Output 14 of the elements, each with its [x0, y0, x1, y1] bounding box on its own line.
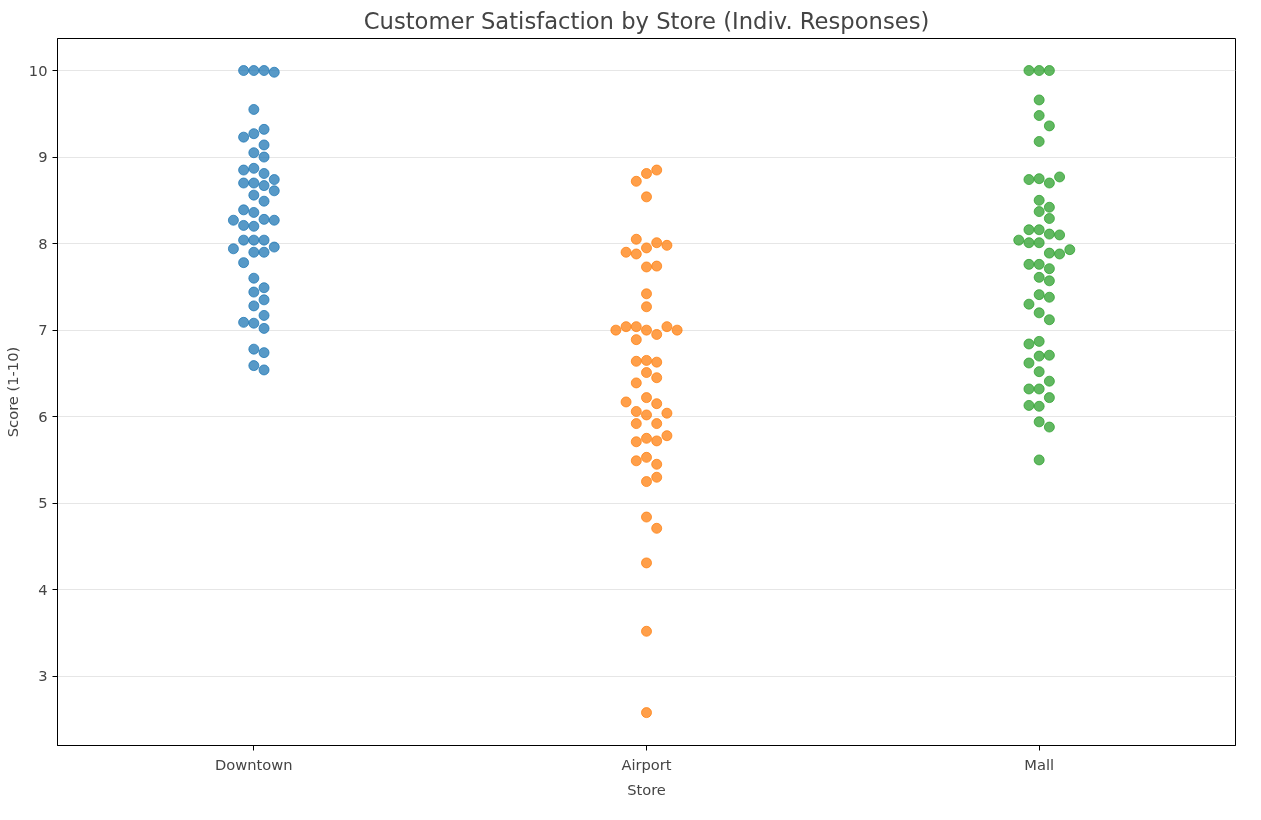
x-tick-label: Mall: [1024, 755, 1055, 773]
y-tick-label: 3: [38, 667, 48, 685]
y-tick-label: 5: [38, 494, 48, 512]
y-tick-label: 10: [28, 61, 48, 79]
y-tick-label: 6: [38, 407, 48, 425]
y-tick-label: 7: [38, 321, 48, 339]
chart-title: Customer Satisfaction by Store (Indiv. Responses): [363, 7, 930, 34]
x-tick-label: Airport: [621, 755, 672, 773]
x-axis-title: Store: [627, 780, 666, 798]
y-tick-label: 8: [38, 234, 48, 252]
y-tick-label: 9: [38, 148, 48, 166]
y-axis-title: Score (1-10): [3, 346, 21, 438]
y-tick-label: 4: [38, 580, 48, 598]
x-tick-label: Downtown: [215, 755, 293, 773]
